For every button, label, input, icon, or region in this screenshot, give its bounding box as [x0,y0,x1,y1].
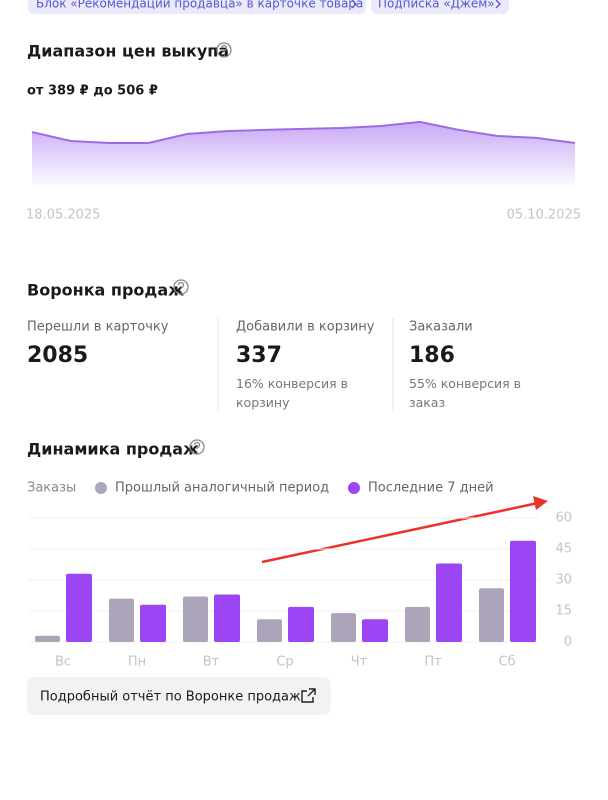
section-title: Динамика продаж [27,440,199,459]
area-line [31,120,576,144]
legend-label: Последние 7 дней [368,481,494,496]
x-tick-label: 18.05.2025 [26,208,100,223]
funnel-note: 16% конверсия в корзину [236,376,348,410]
bar [109,598,134,642]
bar [331,613,356,642]
annotation-arrow [261,496,548,564]
funnel-label: Перешли в карточку [27,320,169,335]
x-tick-label: Пн [128,655,146,670]
funnel-label: Заказали [409,320,473,335]
x-tick-label: 05.10.2025 [507,208,581,223]
y-tick-label: 45 [555,542,572,557]
funnel-value: 337 [236,343,282,368]
tag-text[interactable]: Подписка «Джем» [378,0,495,11]
x-tick-label: Вт [203,655,220,670]
legend-swatch [95,482,107,494]
chevron [351,0,357,9]
tag[interactable] [371,0,509,14]
report-button[interactable] [27,677,331,715]
area-fill [32,121,575,190]
funnel-label: Добавили в корзину [236,320,375,335]
x-tick-label: Чт [351,655,368,670]
bar [214,594,240,642]
y-tick-label: 15 [555,604,572,619]
x-tick-label: Сб [498,655,515,670]
bar [510,540,536,642]
bar [35,635,60,642]
price-range: от 389 ₽ до 506 ₽ [27,84,158,99]
section-title: Воронка продаж [27,281,184,300]
bar [66,573,92,642]
funnel-note: 55% конверсия в заказ [409,376,521,410]
y-tick-label: 0 [564,635,572,650]
help-icon[interactable] [189,439,205,455]
x-tick-label: Пт [424,655,442,670]
report-button-text[interactable]: Подробный отчёт по Воронке продаж [40,690,301,705]
help-icon[interactable] [173,279,189,295]
legend-label: Прошлый аналогичный период [115,481,329,496]
bar [257,619,282,642]
bar [436,563,462,642]
funnel-value: 2085 [27,343,88,368]
x-tick-label: Вс [55,655,71,670]
help-icon[interactable] [216,42,232,58]
bar [362,619,388,642]
bar [479,588,504,642]
bar [183,596,208,642]
funnel-note-text: 55% конверсия в заказ [409,376,521,410]
bar [405,606,430,642]
y-tick-label: 60 [555,511,572,526]
legend-swatch [348,482,360,494]
chevron [495,0,501,9]
bar [140,604,166,642]
y-tick-label: 30 [555,573,572,588]
funnel-value: 186 [409,343,455,368]
x-tick-label: Ср [276,655,293,670]
bar [288,606,314,642]
tag[interactable] [28,0,366,14]
tag-text[interactable]: Блок «Рекомендации продавца» в карточке … [36,0,363,11]
funnel-note-text: 16% конверсия в корзину [236,376,348,410]
legend-title: Заказы [27,481,76,496]
external-icon [301,688,316,703]
section-title: Диапазон цен выкупа [27,42,229,61]
